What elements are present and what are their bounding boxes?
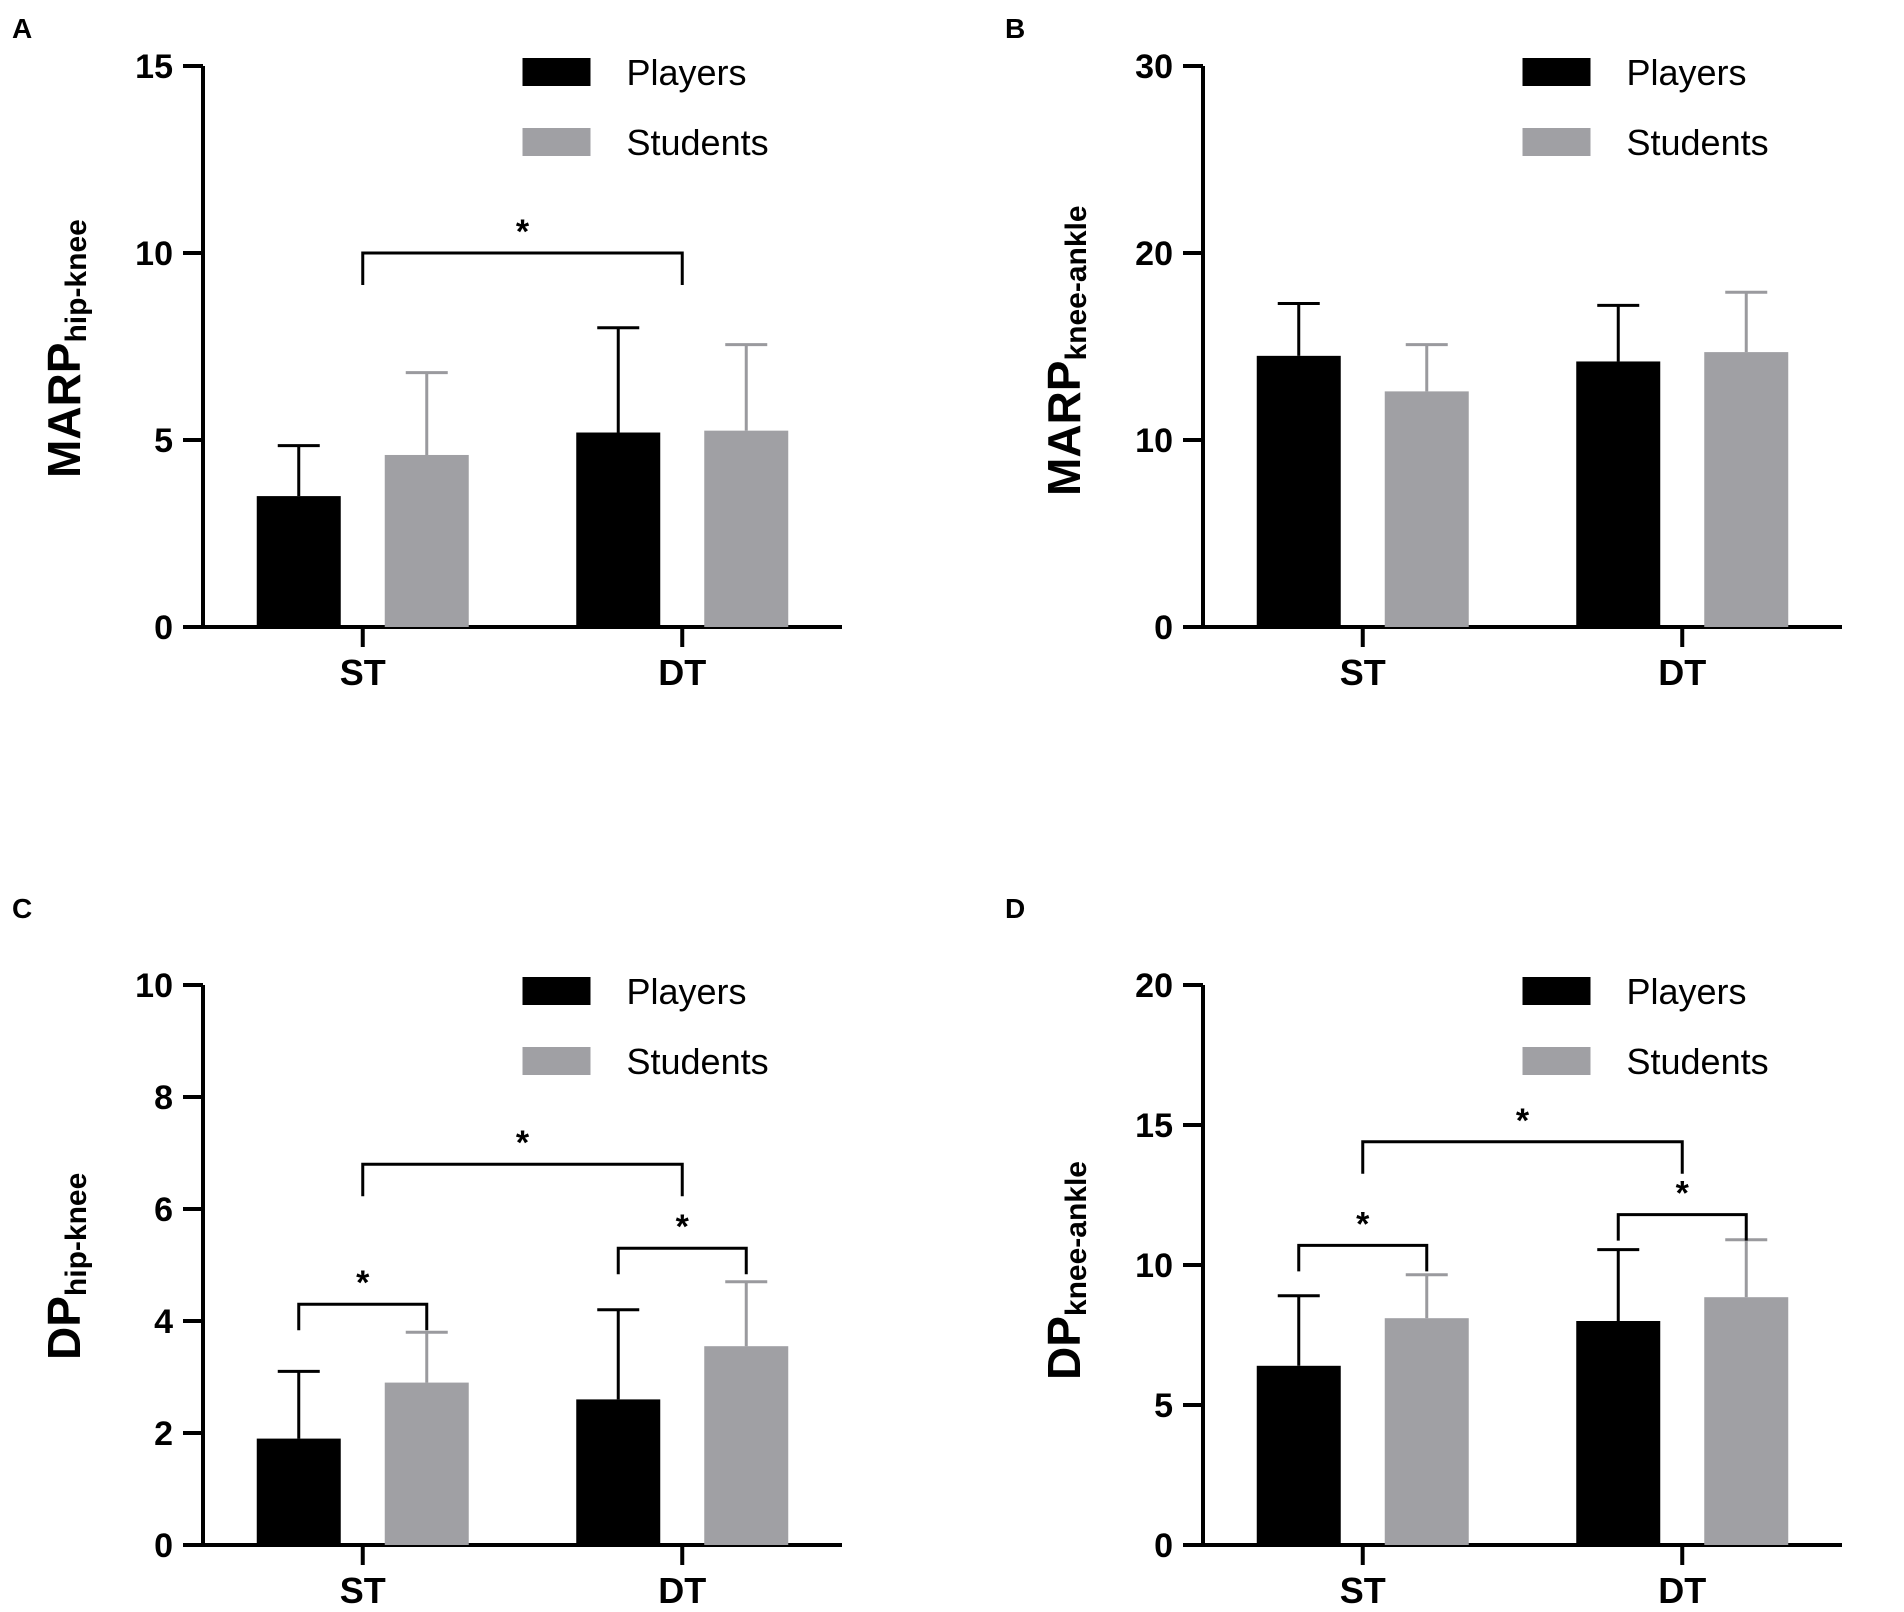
y-tick-label: 5 <box>154 422 173 460</box>
significance-bracket <box>1297 1243 1429 1272</box>
bar-players-dt <box>576 432 661 627</box>
legend-label-players: Players <box>627 971 747 1012</box>
y-tick-label: 10 <box>1135 1247 1173 1285</box>
panel-letter-b: B <box>1005 13 1025 44</box>
legend-label-players: Players <box>627 52 747 93</box>
y-tick-label: 6 <box>154 1191 173 1229</box>
legend-swatch-players <box>1522 977 1591 1005</box>
bar-players-st <box>256 1438 341 1545</box>
significance-bracket <box>1361 1140 1684 1174</box>
panel-d: D DPknee-ankle 0 5 10 15 20 ST DT * * * Players Stu… <box>1005 893 1842 1611</box>
y-tick-label: 20 <box>1135 235 1173 273</box>
y-axis-label-subscript: hip-knee <box>60 219 93 342</box>
significance-bracket <box>1616 1213 1748 1241</box>
y-axis-label-subscript: hip-knee <box>60 1173 93 1296</box>
panel-letter-c: C <box>12 893 32 924</box>
bar-students-st <box>384 1382 469 1545</box>
bar-students-dt <box>704 430 789 627</box>
plot-area: 0 2 4 6 8 10 ST DT * * * Players Students <box>135 967 842 1611</box>
y-tick-label: 8 <box>154 1079 173 1117</box>
y-axis-label: DPknee-ankle <box>1038 1161 1093 1380</box>
bar-players-st <box>1256 1365 1341 1545</box>
significance-star: * <box>356 1264 370 1302</box>
bar-students-st <box>1384 391 1469 627</box>
significance-star: * <box>676 1208 690 1246</box>
x-tick-label: ST <box>340 1570 386 1611</box>
plot-area: 0 5 10 15 ST DT * Players Students <box>135 48 842 693</box>
y-axis-label-subscript: knee-ankle <box>1060 1161 1093 1316</box>
x-tick-label: DT <box>1658 652 1706 693</box>
y-axis-label-main: DP <box>38 1296 90 1360</box>
significance-bracket <box>361 251 684 285</box>
y-axis-label: MARPhip-knee <box>38 219 93 478</box>
y-tick-label: 20 <box>1135 967 1173 1005</box>
y-axis-label-main: MARP <box>1038 361 1090 496</box>
legend-label-players: Players <box>1627 971 1747 1012</box>
panel-a: A MARPhip-knee 0 5 10 15 ST DT * Players Student… <box>12 13 842 693</box>
panel-b: B MARPknee-ankle 0 10 20 30 ST DT Players Stude… <box>1005 13 1842 693</box>
significance-star: * <box>1676 1175 1690 1213</box>
legend-swatch-students <box>1522 1047 1591 1075</box>
bar-students-dt <box>1704 352 1789 627</box>
legend-swatch-players <box>522 58 591 86</box>
bar-students-dt <box>1704 1297 1789 1545</box>
x-tick-label: DT <box>1658 1570 1706 1611</box>
significance-star: * <box>516 213 530 251</box>
x-tick-label: DT <box>658 1570 706 1611</box>
bar-players-dt <box>1576 361 1661 627</box>
panel-letter-a: A <box>12 13 32 44</box>
legend-swatch-students <box>1522 128 1591 156</box>
x-tick-label: DT <box>658 652 706 693</box>
bar-students-dt <box>704 1346 789 1545</box>
legend-label-students: Students <box>1627 122 1769 163</box>
x-tick-label: ST <box>340 652 386 693</box>
significance-bracket <box>361 1162 684 1197</box>
significance-star: * <box>1356 1205 1370 1243</box>
bar-players-dt <box>1576 1321 1661 1545</box>
bar-players-st <box>1256 355 1341 627</box>
x-tick-label: ST <box>1340 652 1386 693</box>
legend-swatch-players <box>1522 58 1591 86</box>
panel-letter-d: D <box>1005 893 1025 924</box>
panel-c: C DPhip-knee 0 2 4 6 8 10 ST DT * * * Players Studen… <box>12 893 842 1611</box>
legend-label-students: Students <box>1627 1041 1769 1082</box>
y-tick-label: 2 <box>154 1415 173 1453</box>
bar-students-st <box>1384 1318 1469 1545</box>
y-tick-label: 15 <box>1135 1107 1173 1145</box>
bar-players-dt <box>576 1399 661 1545</box>
y-axis-label-main: DP <box>1038 1316 1090 1380</box>
significance-bracket <box>616 1246 748 1275</box>
y-tick-label: 30 <box>1135 48 1173 86</box>
y-axis-label-subscript: knee-ankle <box>1060 205 1093 360</box>
y-tick-label: 5 <box>1154 1387 1173 1425</box>
bar-students-st <box>384 454 469 627</box>
significance-bracket <box>297 1302 429 1331</box>
y-tick-label: 10 <box>1135 422 1173 460</box>
plot-area: 0 10 20 30 ST DT Players Students <box>1135 48 1842 693</box>
y-tick-label: 10 <box>135 967 173 1005</box>
y-axis-label-main: MARP <box>38 343 90 478</box>
y-tick-label: 4 <box>154 1303 173 1341</box>
y-tick-label: 0 <box>154 1527 173 1565</box>
legend-label-players: Players <box>1627 52 1747 93</box>
legend-swatch-students <box>522 128 591 156</box>
bar-players-st <box>256 496 341 627</box>
y-axis-label: DPhip-knee <box>38 1173 93 1360</box>
legend-swatch-players <box>522 977 591 1005</box>
plot-area: 0 5 10 15 20 ST DT * * * Players Students <box>1135 967 1842 1611</box>
y-tick-label: 0 <box>1154 609 1173 647</box>
y-tick-label: 15 <box>135 48 173 86</box>
legend-label-students: Students <box>627 1041 769 1082</box>
y-tick-label: 0 <box>154 609 173 647</box>
legend-label-students: Students <box>627 122 769 163</box>
y-tick-label: 0 <box>1154 1527 1173 1565</box>
y-tick-label: 10 <box>135 235 173 273</box>
x-tick-label: ST <box>1340 1570 1386 1611</box>
y-axis-label: MARPknee-ankle <box>1038 205 1093 496</box>
significance-star: * <box>516 1124 530 1162</box>
legend-swatch-students <box>522 1047 591 1075</box>
significance-star: * <box>1516 1102 1530 1140</box>
